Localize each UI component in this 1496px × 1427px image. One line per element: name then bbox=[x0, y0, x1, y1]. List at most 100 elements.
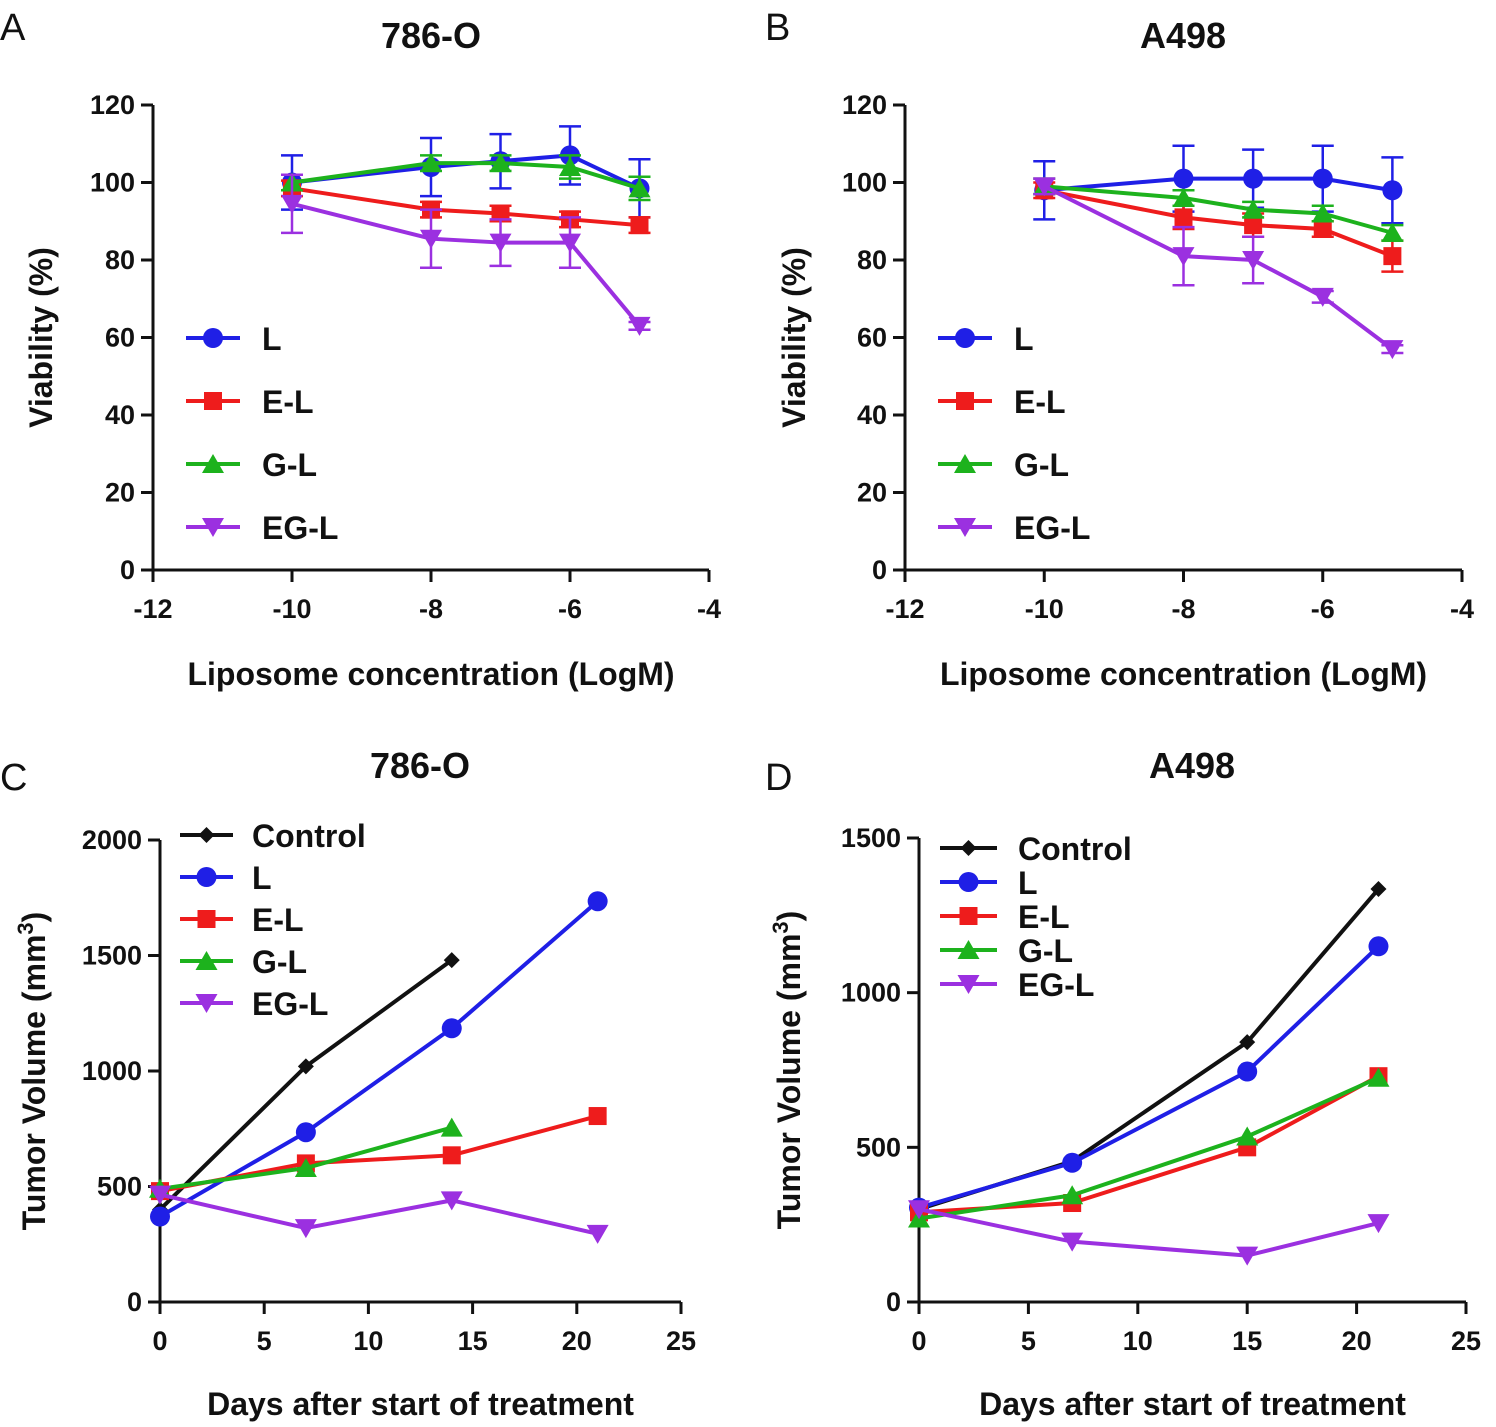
data-point bbox=[1062, 1152, 1083, 1173]
legend-marker bbox=[203, 328, 223, 348]
chart-title: A498 bbox=[1149, 745, 1235, 786]
y-tick-label: 20 bbox=[857, 478, 887, 508]
series-line bbox=[1043, 184, 1394, 351]
series-g-l bbox=[281, 153, 651, 202]
legend-label: E-L bbox=[1014, 384, 1066, 420]
data-point bbox=[1382, 180, 1403, 201]
data-point bbox=[442, 1146, 461, 1165]
data-point bbox=[628, 178, 651, 198]
data-point bbox=[295, 1122, 316, 1143]
panel-c: C 786-O 0 500 1000 1500 2000 0 5 10 15 20 25 Days aft… bbox=[0, 745, 696, 1422]
x-tick-label: -6 bbox=[558, 594, 582, 624]
data-point bbox=[1239, 1034, 1256, 1051]
data-point bbox=[491, 204, 510, 223]
legend-marker bbox=[196, 867, 217, 887]
y-tick-label: 1500 bbox=[82, 941, 142, 971]
data-point bbox=[297, 1058, 314, 1075]
data-point bbox=[149, 1185, 171, 1205]
y-axis-label: Viability (%) bbox=[776, 247, 812, 428]
data-point bbox=[1173, 168, 1194, 189]
data-point bbox=[489, 233, 512, 253]
data-point bbox=[441, 1018, 462, 1039]
x-axis-label: Days after start of treatment bbox=[979, 1386, 1406, 1422]
series-line bbox=[1044, 176, 1393, 193]
y-tick-label: 0 bbox=[127, 1287, 142, 1317]
legend-label: G-L bbox=[262, 447, 317, 483]
legend-item-eg-l: EG-L bbox=[186, 510, 338, 546]
chart-title: 786-O bbox=[370, 745, 470, 786]
series-e-l bbox=[910, 1067, 1388, 1222]
data-point bbox=[1370, 881, 1387, 898]
x-tick-label: 5 bbox=[1021, 1326, 1036, 1356]
legend-label: L bbox=[1018, 865, 1038, 901]
legend-marker bbox=[198, 827, 215, 843]
x-tick-label: 0 bbox=[152, 1326, 167, 1356]
panel-d: D A498 0 500 1000 1500 0 5 10 15 20 25 Days after st… bbox=[765, 745, 1481, 1422]
series-line bbox=[918, 1207, 1379, 1258]
data-point bbox=[1313, 220, 1332, 238]
x-tick-label: 20 bbox=[1342, 1326, 1372, 1356]
data-point bbox=[559, 157, 581, 176]
x-tick-label: 10 bbox=[353, 1326, 383, 1356]
y-tick-label: 0 bbox=[886, 1287, 901, 1317]
data-point bbox=[294, 1219, 317, 1239]
data-point bbox=[1367, 1067, 1390, 1087]
series-line bbox=[918, 1074, 1380, 1215]
data-point bbox=[440, 1117, 463, 1137]
x-tick-label: -6 bbox=[1311, 594, 1335, 624]
panel-letter: B bbox=[765, 7, 790, 49]
legend-item-eg-l: EG-L bbox=[940, 967, 1094, 1003]
x-tick-label: 25 bbox=[666, 1326, 696, 1356]
data-point bbox=[1174, 208, 1193, 227]
x-tick-label: -10 bbox=[1025, 594, 1064, 624]
y-tick-label: 1000 bbox=[82, 1056, 142, 1086]
y-tick-label: 100 bbox=[842, 168, 887, 198]
y-axis-label: Viability (%) bbox=[23, 247, 59, 428]
legend-label: Control bbox=[252, 818, 366, 854]
legend-marker bbox=[955, 328, 975, 348]
series-line bbox=[158, 899, 599, 1219]
panel-letter: D bbox=[765, 757, 792, 799]
series-line bbox=[291, 161, 641, 191]
data-point bbox=[908, 1200, 930, 1220]
data-point bbox=[1243, 168, 1264, 189]
series-l bbox=[281, 125, 651, 219]
legend-label: E-L bbox=[252, 902, 304, 938]
x-tick-label: 15 bbox=[1232, 1326, 1262, 1356]
legend-label: L bbox=[252, 860, 272, 896]
y-axis-label: Tumor Volume (mm3) bbox=[13, 912, 52, 1231]
legend-label: EG-L bbox=[1018, 967, 1094, 1003]
x-tick-label: -4 bbox=[697, 594, 721, 624]
data-point bbox=[443, 952, 460, 969]
y-tick-label: 80 bbox=[857, 245, 887, 275]
y-tick-label: 1000 bbox=[841, 978, 901, 1008]
series-control bbox=[911, 881, 1387, 1218]
series-eg-l bbox=[149, 1185, 609, 1244]
legend-label: E-L bbox=[262, 384, 314, 420]
series-l bbox=[1033, 144, 1404, 225]
series-g-l bbox=[908, 1067, 1390, 1228]
panel-b: B A498 0 20 40 60 80 100 120 -12 -10 -8 -6 -4 Liposome… bbox=[765, 7, 1474, 692]
data-point bbox=[1061, 1185, 1084, 1205]
x-tick-label: 15 bbox=[458, 1326, 488, 1356]
series-l bbox=[909, 936, 1389, 1218]
legend-item-eg-l: EG-L bbox=[180, 986, 328, 1022]
data-point bbox=[1383, 247, 1402, 266]
legend-item-control: Control bbox=[180, 818, 366, 854]
legend: L E-L G-L EG-L bbox=[186, 321, 338, 546]
legend-item-e-l: E-L bbox=[186, 384, 314, 420]
panel-letter: C bbox=[0, 757, 27, 799]
legend-label: E-L bbox=[1018, 899, 1070, 935]
y-axis-label: Tumor Volume (mm3) bbox=[768, 911, 807, 1230]
data-point bbox=[1311, 287, 1334, 307]
legend-marker bbox=[202, 518, 224, 537]
series-e-l bbox=[281, 179, 651, 235]
legend-marker bbox=[956, 392, 974, 410]
series-line bbox=[918, 1075, 1380, 1221]
legend-item-e-l: E-L bbox=[938, 384, 1066, 420]
x-tick-label: 5 bbox=[257, 1326, 272, 1356]
x-tick-label: -12 bbox=[885, 594, 924, 624]
